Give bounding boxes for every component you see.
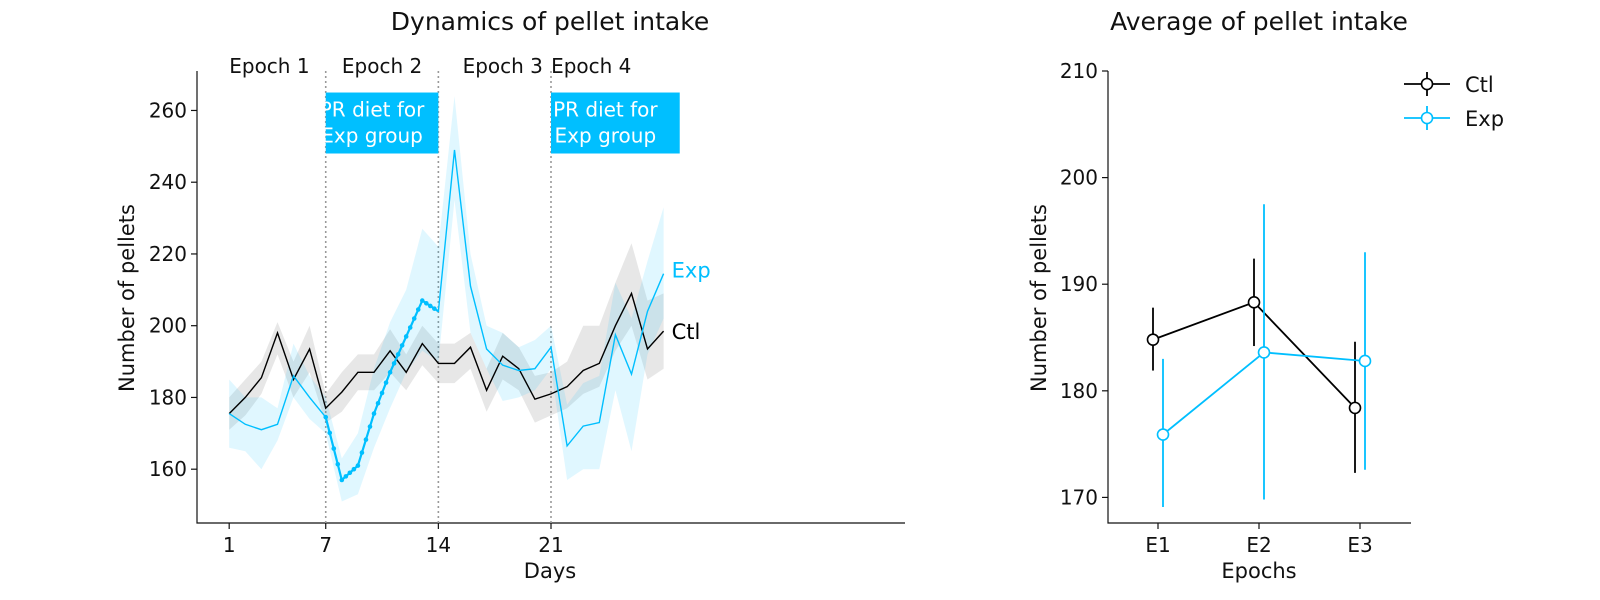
average-chart: Average of pellet intake Epochs Number o… <box>1027 7 1504 583</box>
exp-dot <box>351 466 357 472</box>
exp-dot <box>383 380 389 385</box>
diet-box-line1: PR diet for <box>553 98 658 122</box>
exp-dot <box>323 414 329 420</box>
legend-item-ctl: Ctl <box>1404 72 1494 97</box>
exp-dot <box>395 352 401 357</box>
right-y-tick-label: 170 <box>1060 485 1098 509</box>
data-point <box>1257 346 1271 359</box>
end-label-exp: Exp <box>672 259 711 283</box>
legend-marker <box>1420 77 1434 91</box>
right-x-tick-label: E1 <box>1145 533 1170 557</box>
right-y-tick-label: 200 <box>1060 166 1098 190</box>
left-x-axis-label: Days <box>524 559 576 583</box>
exp-dot <box>415 307 421 312</box>
data-point <box>1348 401 1362 415</box>
diet-box-line2: Exp group <box>555 124 657 148</box>
exp-dot <box>327 430 333 436</box>
ci-band-exp <box>229 96 664 502</box>
series-line-exp <box>228 149 665 482</box>
exp-dot <box>371 411 377 416</box>
data-point <box>1146 333 1160 346</box>
end-label-ctl: Ctl <box>672 320 701 344</box>
left-chart-title: Dynamics of pellet intake <box>391 7 709 36</box>
exp-dot <box>419 298 425 303</box>
exp-dot <box>423 300 429 306</box>
left-y-tick-label: 240 <box>149 170 187 194</box>
exp-dot <box>411 316 417 321</box>
series-line-ctl <box>228 291 665 415</box>
exp-dot <box>363 437 369 442</box>
right-y-tick-label: 210 <box>1060 59 1098 83</box>
right-y-tick-label: 190 <box>1060 272 1098 296</box>
left-y-tick-label: 180 <box>149 385 187 409</box>
left-y-tick-label: 200 <box>149 314 187 338</box>
left-x-tick-label: 7 <box>319 533 332 557</box>
exp-dot <box>399 343 405 348</box>
left-axes <box>196 71 905 524</box>
epoch-label: Epoch 1 <box>229 54 309 78</box>
data-point <box>1247 296 1261 309</box>
legend-item-exp: Exp <box>1404 106 1504 131</box>
right-chart-title: Average of pellet intake <box>1110 7 1408 36</box>
exp-dot <box>367 424 373 429</box>
left-y-tick-label: 260 <box>149 98 187 122</box>
diet-box <box>325 92 439 154</box>
right-y-tick-label: 180 <box>1060 379 1098 403</box>
exp-dotted-segment <box>323 298 440 483</box>
exp-dot <box>407 325 413 330</box>
epoch-label: Epoch 2 <box>342 54 422 78</box>
legend-label: Exp <box>1465 107 1504 131</box>
exp-dot <box>335 461 341 467</box>
exp-dot <box>355 463 361 468</box>
series-exp <box>1156 204 1372 508</box>
diet-box-line1: PR diet for <box>320 98 425 122</box>
exp-dot <box>375 400 381 406</box>
diet-box <box>551 92 680 154</box>
epoch-label: Epoch 4 <box>551 54 631 78</box>
data-point <box>1358 354 1372 368</box>
right-axes <box>1107 71 1411 524</box>
dynamics-chart: Dynamics of pellet intake Days Number of… <box>115 7 905 583</box>
left-x-tick-label: 21 <box>538 533 563 557</box>
exp-dot <box>339 477 345 483</box>
epoch-label: Epoch 3 <box>463 54 543 78</box>
exp-dot <box>343 474 349 479</box>
exp-dot <box>432 306 437 311</box>
right-x-axis-label: Epochs <box>1221 559 1296 583</box>
exp-dot <box>347 470 353 476</box>
exp-dot <box>387 370 393 375</box>
ci-band-ctl <box>229 243 664 430</box>
series-ctl <box>1146 258 1362 473</box>
exp-dot <box>379 390 385 396</box>
exp-dot <box>428 303 433 309</box>
left-x-tick-label: 1 <box>223 533 236 557</box>
exp-dot <box>331 446 337 451</box>
right-y-axis-label: Number of pellets <box>1027 204 1051 392</box>
left-y-tick-label: 160 <box>149 457 187 481</box>
exp-dot <box>391 361 397 366</box>
right-x-tick-label: E2 <box>1246 533 1271 557</box>
left-x-tick-label: 14 <box>426 533 451 557</box>
legend-marker <box>1420 111 1434 125</box>
left-y-tick-label: 220 <box>149 242 187 266</box>
data-point <box>1156 428 1170 441</box>
exp-dot <box>403 334 409 339</box>
legend-label: Ctl <box>1465 73 1494 97</box>
left-y-axis-label: Number of pellets <box>115 204 139 392</box>
right-x-tick-label: E3 <box>1347 533 1372 557</box>
diet-box-line2: Exp group <box>321 124 423 148</box>
exp-dot <box>359 450 365 455</box>
